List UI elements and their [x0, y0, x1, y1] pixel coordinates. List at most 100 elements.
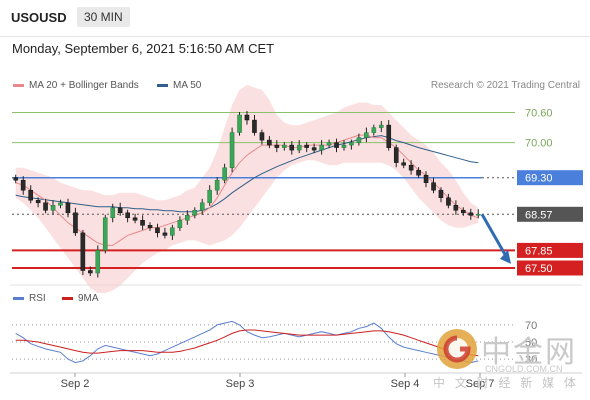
candle-down — [259, 132, 265, 141]
candle — [222, 163, 227, 184]
candle — [88, 266, 93, 276]
candle-down — [80, 232, 86, 271]
candle-up — [185, 215, 190, 221]
candle-down — [401, 162, 406, 166]
candle-down — [408, 164, 414, 171]
candle-up — [222, 167, 227, 181]
candle — [296, 140, 302, 154]
candle-up — [341, 144, 347, 148]
candle — [289, 141, 295, 155]
candle — [80, 229, 86, 275]
candle-up — [296, 144, 302, 151]
forecast-arrow-shaft — [480, 213, 509, 259]
candle — [334, 138, 339, 153]
timeframe-button[interactable]: 30 MIN — [77, 7, 130, 27]
candle — [326, 139, 332, 149]
legend-ma50: MA 50 — [157, 80, 201, 91]
level-label: 70.60 — [525, 108, 553, 120]
candle-down — [438, 189, 444, 198]
candle-down — [132, 217, 138, 221]
rsi-tick-label: 50 — [525, 337, 537, 349]
candle-down — [117, 207, 123, 214]
level-label: 67.50 — [525, 263, 553, 275]
candle-up — [319, 144, 324, 151]
candle-up — [229, 132, 235, 168]
candle-up — [378, 124, 384, 128]
candle — [177, 216, 183, 231]
candle-down — [274, 144, 280, 148]
candle — [341, 140, 347, 151]
candle-down — [267, 139, 272, 146]
candle — [192, 207, 198, 219]
chart-datetime: Monday, September 6, 2021 5:16:50 AM CET — [12, 41, 275, 56]
candle-up — [349, 142, 354, 146]
x-tick-label: Sep 2 — [61, 378, 90, 390]
candle — [282, 142, 287, 151]
candle — [140, 215, 145, 230]
legend-rsi: RSI — [13, 293, 46, 304]
candle — [311, 143, 317, 154]
candle-up — [356, 137, 362, 143]
candle-down — [393, 147, 399, 163]
legend-ma50-swatch — [157, 84, 168, 87]
candle-up — [371, 127, 377, 133]
level-label: 67.85 — [525, 245, 553, 257]
candle-down — [155, 227, 160, 234]
candle-up — [192, 210, 198, 216]
candle-down — [468, 212, 474, 216]
candle — [252, 115, 257, 136]
candle — [65, 198, 71, 218]
candle-down — [461, 210, 466, 214]
candle — [416, 167, 421, 179]
ma50-line — [15, 135, 479, 213]
x-tick-label: Sep 7 — [466, 378, 495, 390]
candle — [237, 112, 242, 136]
candle — [73, 207, 78, 236]
level-tag-67-85: 67.85 — [517, 242, 583, 258]
candle-down — [416, 169, 421, 176]
candle — [259, 129, 265, 145]
candle — [438, 187, 444, 203]
candle-down — [20, 179, 26, 191]
legend-9ma-swatch — [62, 297, 73, 300]
level-tag-bg — [517, 260, 583, 276]
candle — [274, 140, 280, 153]
candle — [117, 202, 123, 216]
level-tag-70-00: 70.00 — [525, 138, 553, 150]
legend-ma20: MA 20 + Bollinger Bands — [13, 80, 139, 91]
candle — [110, 203, 116, 223]
candle — [207, 185, 212, 206]
candle — [393, 144, 399, 168]
candle — [20, 176, 26, 195]
legend-9ma: 9MA — [62, 293, 99, 304]
candle-down — [453, 205, 459, 211]
candle — [408, 160, 414, 175]
candle-up — [170, 227, 175, 236]
legend-9ma-label: 9MA — [78, 293, 99, 304]
candle-up — [95, 250, 101, 274]
level-tag-bg — [517, 206, 583, 222]
candle-down — [43, 202, 48, 211]
candle — [43, 198, 48, 214]
candle — [446, 193, 451, 209]
candle-up — [102, 217, 108, 251]
candle-up — [364, 132, 369, 138]
rsi-tick-label: 30 — [525, 354, 537, 366]
candle — [267, 136, 272, 149]
level-tag-70-60: 70.60 — [525, 108, 553, 120]
candle-down — [304, 144, 309, 148]
candle — [356, 133, 362, 146]
candle — [431, 177, 436, 194]
candle-up — [199, 202, 205, 211]
symbol-label: USOUSD — [11, 10, 67, 25]
candle — [423, 171, 429, 188]
candle-up — [326, 142, 332, 146]
candle-down — [289, 144, 295, 151]
candle-down — [147, 225, 153, 229]
candle — [319, 140, 324, 155]
candle — [468, 208, 474, 220]
candle — [475, 209, 481, 219]
rsi-9ma-line — [15, 329, 479, 357]
x-tick-label: Sep 4 — [391, 378, 420, 390]
